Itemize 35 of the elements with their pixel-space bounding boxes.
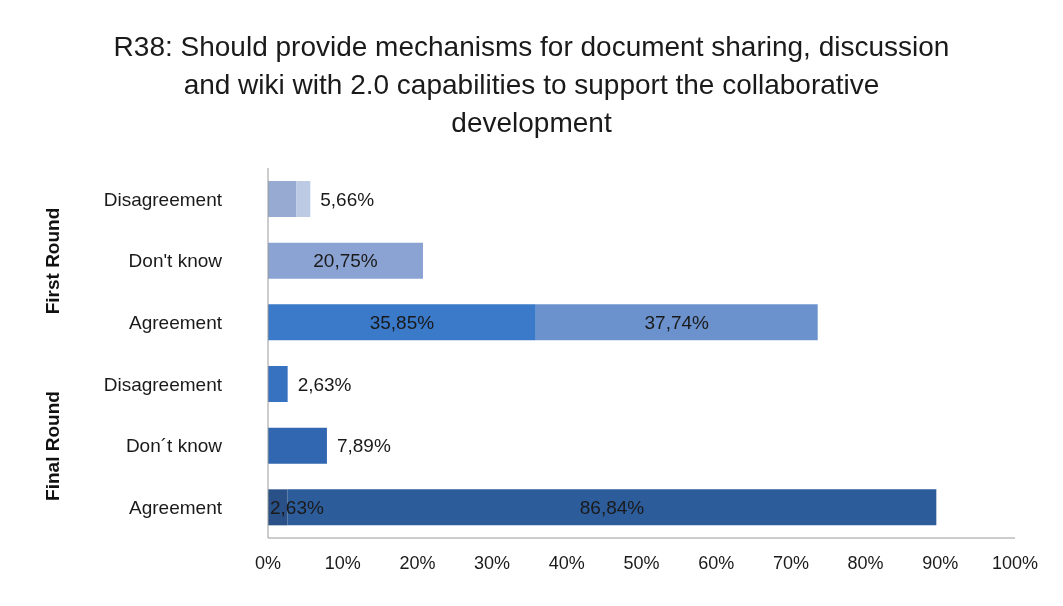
data-label: 35,85% bbox=[369, 311, 435, 333]
x-tick-label: 50% bbox=[623, 552, 660, 573]
x-tick-label: 30% bbox=[474, 552, 511, 573]
x-tick-label: 80% bbox=[847, 552, 884, 573]
chart-title: R38: Should provide mechanisms for document sharing, discussion and wiki with 2.0 capabilities to support the collaborative development bbox=[112, 30, 951, 140]
data-label: 2,63% bbox=[297, 373, 352, 395]
x-tick-label: 20% bbox=[399, 552, 436, 573]
y-tick-label: Disagreement bbox=[103, 373, 223, 395]
y-tick-label: Don't know bbox=[128, 250, 223, 272]
bar bbox=[268, 427, 327, 464]
data-label: 37,74% bbox=[644, 311, 710, 333]
x-tick-label: 40% bbox=[548, 552, 585, 573]
x-tick-label: 100% bbox=[991, 552, 1039, 573]
y-tick-label: Agreement bbox=[129, 311, 223, 333]
data-label: 20,75% bbox=[313, 250, 378, 272]
y-tick-label: Disagreement bbox=[103, 188, 223, 210]
x-tick-label: 60% bbox=[698, 552, 735, 573]
text: Final Round bbox=[42, 390, 64, 501]
x-tick-label: 10% bbox=[324, 552, 361, 573]
bar bbox=[268, 304, 536, 341]
x-tick-label: 90% bbox=[922, 552, 959, 573]
bar bbox=[535, 304, 818, 341]
bar bbox=[296, 181, 311, 217]
data-label: 2,63% bbox=[270, 496, 324, 518]
y-tick-label: Don´t know bbox=[125, 435, 223, 457]
bar bbox=[268, 242, 423, 279]
text: First Round bbox=[42, 207, 64, 314]
x-tick-label: 70% bbox=[772, 552, 809, 573]
data-label: 86,84% bbox=[579, 496, 645, 518]
x-tick-label: 0% bbox=[254, 552, 282, 573]
y-tick-label: Agreement bbox=[129, 496, 223, 518]
data-label: 7,89% bbox=[336, 435, 391, 457]
bar bbox=[268, 181, 297, 217]
bar bbox=[268, 366, 288, 402]
total-label: 5,66% bbox=[320, 188, 375, 210]
